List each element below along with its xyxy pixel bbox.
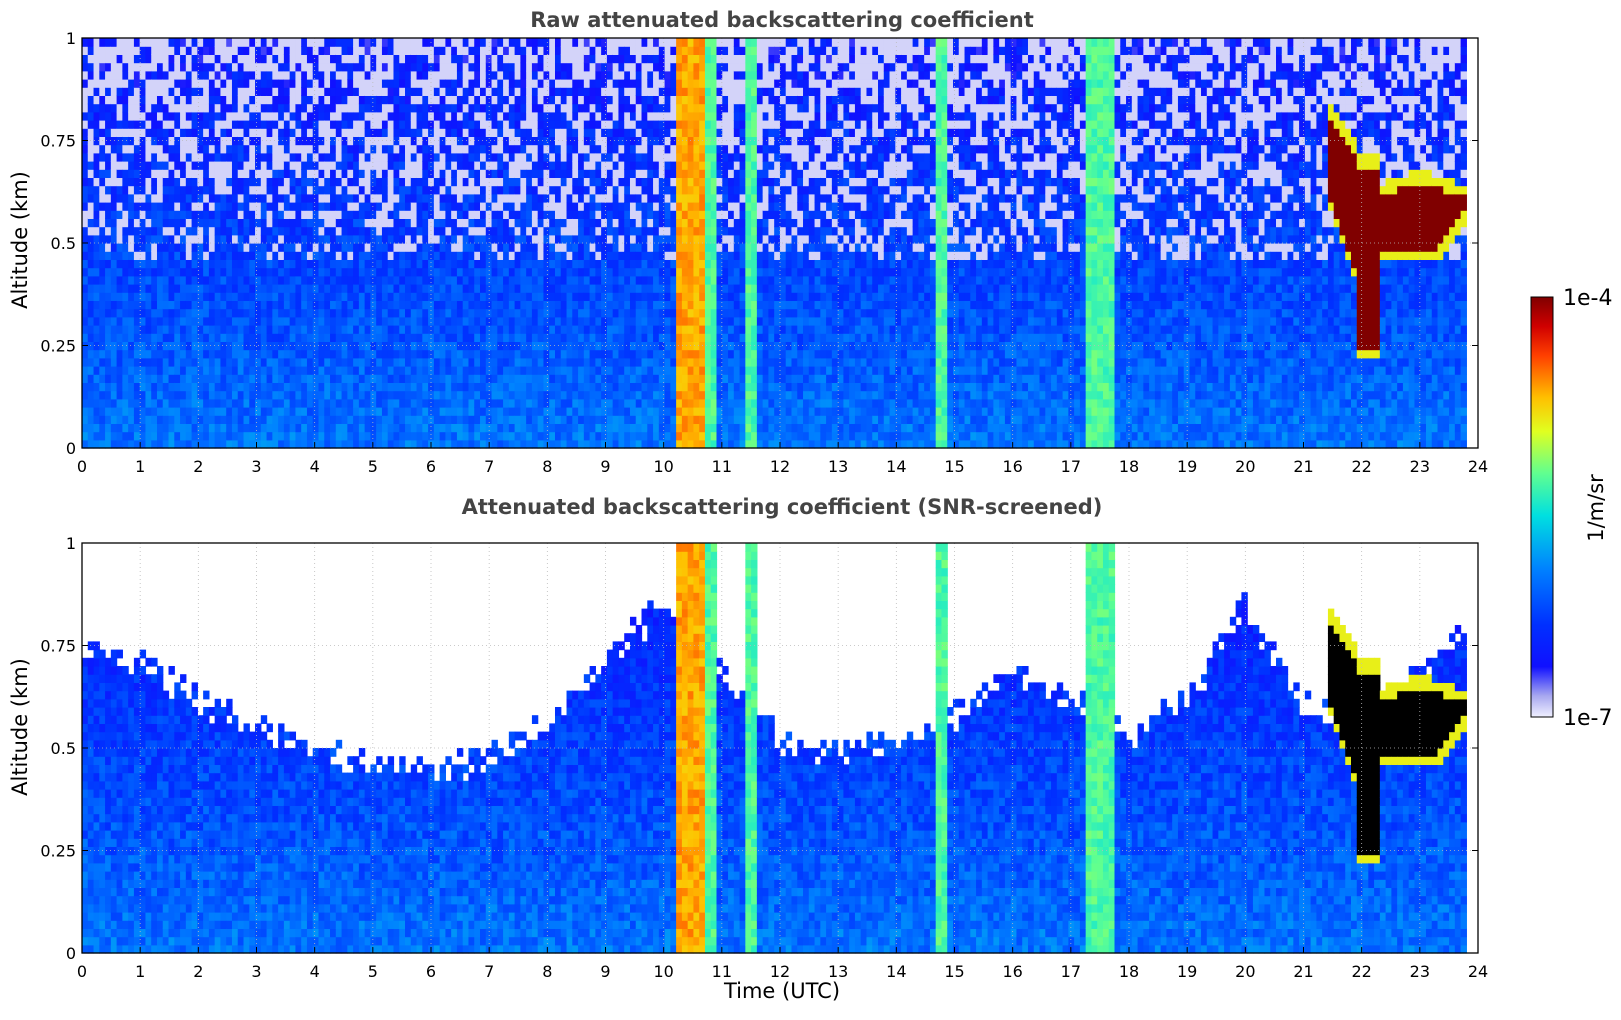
y-tick-label: 0 [66, 439, 76, 458]
x-tick-label: 2 [193, 457, 203, 476]
x-tick-label: 1 [135, 962, 145, 981]
x-tick-label: 23 [1410, 457, 1430, 476]
y-tick-label: 0.5 [51, 234, 76, 253]
colorbar-max-label: 1e-4 [1563, 286, 1612, 311]
x-tick-label: 4 [310, 457, 320, 476]
x-tick-label: 12 [770, 962, 790, 981]
snr-screened-panel: Attenuated backscattering coefficient (S… [8, 495, 1488, 1003]
x-tick-label: 4 [310, 962, 320, 981]
y-tick-label: 0.5 [51, 739, 76, 758]
x-tick-label: 1 [135, 457, 145, 476]
y-tick-label: 0.75 [40, 637, 76, 656]
x-tick-label: 19 [1177, 962, 1197, 981]
x-axis-ticks: 0 1 2 3 4 5 6 7 8 9 10 11 12 13 14 15 16 17 18 19 20 21 22 23 24 [77, 947, 1488, 981]
x-tick-label: 13 [828, 962, 848, 981]
y-tick-label: 0.25 [40, 337, 76, 356]
x-tick-label: 14 [886, 457, 906, 476]
colorbar-gradient [1530, 296, 1554, 718]
y-tick-label: 1 [66, 534, 76, 553]
x-tick-label: 3 [251, 457, 261, 476]
colorbar: 1e-4 1e-7 1/m/sr [1530, 286, 1612, 731]
heatmap-plot-area [81, 542, 1479, 954]
y-tick-label: 0.25 [40, 842, 76, 861]
x-tick-label: 8 [542, 962, 552, 981]
x-tick-label: 18 [1119, 457, 1139, 476]
x-axis-label: Time (UTC) [723, 979, 840, 1003]
x-tick-label: 19 [1177, 457, 1197, 476]
x-tick-label: 13 [828, 457, 848, 476]
x-tick-label: 11 [712, 962, 732, 981]
x-tick-label: 6 [426, 962, 436, 981]
x-tick-label: 0 [77, 962, 87, 981]
x-tick-label: 5 [368, 962, 378, 981]
x-tick-label: 22 [1351, 962, 1371, 981]
y-tick-label: 0 [66, 944, 76, 963]
x-tick-label: 0 [77, 457, 87, 476]
heatmap-cells [82, 38, 1467, 449]
heatmap-plot-area [81, 37, 1479, 449]
x-tick-label: 11 [712, 457, 732, 476]
x-tick-label: 10 [653, 962, 673, 981]
x-tick-label: 17 [1061, 962, 1081, 981]
x-tick-label: 24 [1468, 457, 1488, 476]
x-tick-label: 21 [1293, 962, 1313, 981]
y-axis-ticks: 0 0.25 0.5 0.75 1 [40, 29, 1478, 458]
x-tick-label: 20 [1235, 962, 1255, 981]
x-tick-label: 14 [886, 962, 906, 981]
x-tick-label: 3 [251, 962, 261, 981]
x-tick-label: 24 [1468, 962, 1488, 981]
y-axis-ticks: 0 0.25 0.5 0.75 1 [40, 534, 1478, 963]
colorbar-label: 1/m/sr [1584, 474, 1608, 542]
x-tick-label: 23 [1410, 962, 1430, 981]
x-tick-label: 10 [653, 457, 673, 476]
x-tick-label: 17 [1061, 457, 1081, 476]
x-tick-label: 8 [542, 457, 552, 476]
x-tick-label: 20 [1235, 457, 1255, 476]
panel-title: Attenuated backscattering coefficient (S… [462, 495, 1103, 519]
y-tick-label: 1 [66, 29, 76, 48]
x-tick-label: 2 [193, 962, 203, 981]
x-tick-label: 7 [484, 457, 494, 476]
panel-title: Raw attenuated backscattering coefficien… [530, 8, 1034, 32]
y-axis-label: Altitude (km) [8, 171, 32, 309]
y-tick-label: 0.75 [40, 132, 76, 151]
x-tick-label: 12 [770, 457, 790, 476]
x-tick-label: 15 [944, 962, 964, 981]
x-tick-label: 15 [944, 457, 964, 476]
x-tick-label: 16 [1002, 962, 1022, 981]
x-tick-label: 5 [368, 457, 378, 476]
x-tick-label: 6 [426, 457, 436, 476]
x-tick-label: 9 [600, 457, 610, 476]
y-axis-label: Altitude (km) [8, 658, 32, 796]
x-tick-label: 7 [484, 962, 494, 981]
x-tick-label: 9 [600, 962, 610, 981]
x-tick-label: 21 [1293, 457, 1313, 476]
x-axis-ticks: 0 1 2 3 4 5 6 7 8 9 10 11 12 13 14 15 16 17 18 19 20 21 22 23 24 [77, 442, 1488, 476]
x-tick-label: 22 [1351, 457, 1371, 476]
heatmap-cells [82, 543, 1467, 954]
x-tick-label: 18 [1119, 962, 1139, 981]
colorbar-min-label: 1e-7 [1563, 706, 1612, 731]
x-tick-label: 16 [1002, 457, 1022, 476]
raw-backscatter-panel: Raw attenuated backscattering coefficien… [8, 8, 1488, 476]
